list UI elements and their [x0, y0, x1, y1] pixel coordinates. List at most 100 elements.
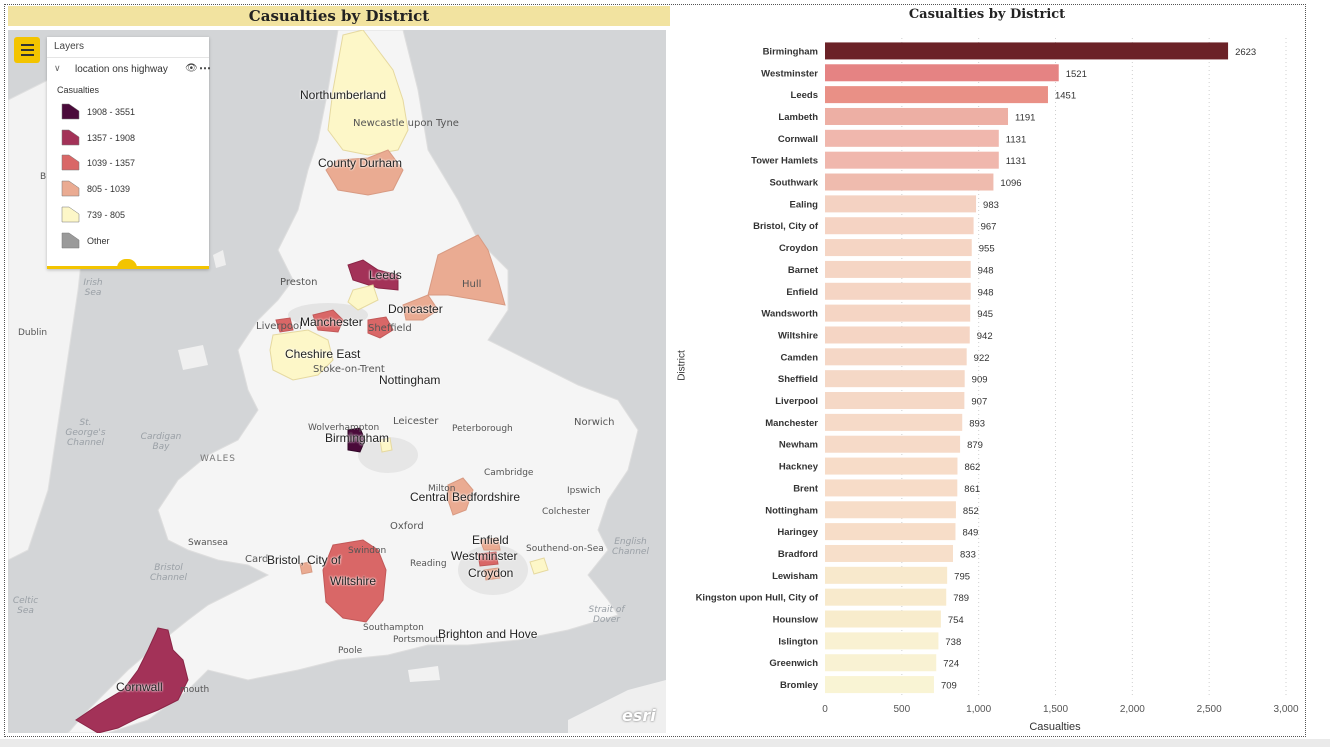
- legend-header: Layers: [47, 37, 209, 58]
- label-leeds: Leeds: [369, 268, 402, 282]
- label-dublin: Dublin: [18, 328, 48, 338]
- more-options-icon[interactable]: ⋯: [199, 61, 211, 75]
- district-southend: [529, 557, 549, 575]
- hamburger-line: [20, 54, 34, 56]
- bottom-strip: [0, 739, 1330, 747]
- label-reading: Reading: [410, 559, 447, 569]
- label-cornwall: Cornwall: [116, 680, 163, 694]
- layers-legend: Layers ∨ location ons highway 👁 ⋯ Casual…: [47, 37, 211, 269]
- label-southampton: Southampton: [363, 623, 424, 633]
- label-brighton: Brighton and Hove: [438, 627, 538, 641]
- legend-layer-name: location ons highway: [75, 64, 168, 75]
- label-croydon: Croydon: [468, 566, 514, 580]
- legend-swatch: [61, 206, 80, 223]
- district-doncaster: [402, 294, 439, 321]
- x-axis-label: Casualties: [1029, 721, 1081, 733]
- label-westminster: Westminster: [451, 549, 518, 563]
- label-peterborough: Peterborough: [452, 424, 513, 434]
- legend-swatch: [61, 155, 80, 171]
- district-bristol: [299, 561, 313, 575]
- legend-item-label: Other: [87, 235, 110, 246]
- label-birmingham: Birmingham: [325, 431, 390, 445]
- district-leeds: [347, 259, 399, 291]
- label-leicester: Leicester: [393, 416, 439, 427]
- label-county-durham: County Durham: [318, 156, 403, 170]
- label-portsmouth: Portsmouth: [393, 635, 445, 645]
- label-wiltshire: Wiltshire: [330, 574, 377, 588]
- district-enfield: [479, 537, 501, 551]
- label-ipswich: Ipswich: [567, 486, 601, 496]
- esri-logo: esri: [622, 706, 656, 725]
- legend-collapse-tab[interactable]: [117, 259, 137, 268]
- label-wolverhampton: Wolverhampton: [308, 423, 380, 433]
- label-celtic-sea: Celtic Sea: [12, 596, 39, 616]
- label-card: Card: [245, 554, 269, 565]
- label-stoke: Stoke-on-Trent: [313, 364, 385, 375]
- label-bristol: Bristol, City of: [267, 553, 342, 567]
- label-colchester: Colchester: [542, 507, 590, 517]
- district-warwick: [379, 437, 393, 453]
- map-title: Casualties by District: [8, 6, 670, 26]
- label-oxford: Oxford: [390, 521, 424, 532]
- map-menu-button[interactable]: [14, 37, 40, 63]
- label-preston: Preston: [280, 277, 318, 288]
- legend-item-label: 1039 - 1357: [87, 158, 136, 169]
- district-central-beds: [447, 477, 474, 516]
- hamburger-line: [20, 49, 34, 51]
- label-wales: WALES: [200, 454, 236, 464]
- label-manchester: Manchester: [300, 315, 363, 329]
- y-axis-label: District: [676, 350, 688, 381]
- legend-item-label: 1908 - 3551: [87, 107, 136, 117]
- label-swindon: Swindon: [348, 546, 387, 556]
- label-cheshire-east: Cheshire East: [285, 347, 361, 361]
- label-b-edge: B: [40, 172, 47, 182]
- label-strait-dover: Strait of Dover: [588, 605, 625, 625]
- label-st-georges: St. George's Channel: [65, 418, 106, 448]
- label-central-beds: Central Bedfordshire: [410, 490, 521, 504]
- district-hull: [427, 234, 506, 306]
- label-hull: Hull: [462, 279, 482, 290]
- label-enfield: Enfield: [472, 533, 509, 547]
- label-cambridge: Cambridge: [484, 468, 534, 478]
- district-sheffield: [367, 316, 394, 339]
- label-nottingham: Nottingham: [379, 373, 441, 387]
- label-cardigan: Cardigan Bay: [140, 432, 182, 452]
- district-birmingham: [347, 427, 366, 453]
- legend-item-label: 805 - 1039: [87, 184, 131, 195]
- label-southend: Southend-on-Sea: [526, 544, 604, 554]
- district-liverpool: [275, 317, 294, 333]
- district-county-durham: [325, 149, 404, 196]
- legend-swatch: [61, 180, 80, 197]
- report-frame: [4, 4, 1306, 737]
- legend-swatch: [61, 232, 80, 248]
- eye-icon[interactable]: 👁: [185, 63, 198, 74]
- chart-title: Casualties by District: [908, 7, 1066, 22]
- district-croydon: [483, 567, 501, 581]
- chevron-down-icon[interactable]: ∨: [54, 63, 61, 73]
- label-bristol-channel: Bristol Channel: [150, 563, 187, 583]
- label-northumberland: Northumberland: [300, 88, 387, 102]
- label-poole: Poole: [338, 646, 363, 656]
- label-milton: Milton: [428, 484, 456, 494]
- label-plymouth: mouth: [180, 685, 210, 695]
- district-wiltshire: [322, 539, 387, 623]
- hamburger-icon: [20, 44, 34, 46]
- district-cornwall: [75, 627, 189, 733]
- label-swansea: Swansea: [188, 538, 229, 548]
- legend-item-label: 739 - 805: [87, 209, 126, 220]
- label-doncaster: Doncaster: [388, 302, 443, 316]
- label-norwich: Norwich: [574, 417, 615, 428]
- legend-swatch: [61, 129, 80, 145]
- label-newcastle: Newcastle upon Tyne: [353, 118, 459, 129]
- district-westminster: [477, 551, 499, 567]
- district-northumberland: [327, 30, 409, 156]
- legend-swatch: [61, 103, 80, 120]
- label-liverpool: Liverpool: [256, 321, 302, 332]
- district-bradford: [347, 284, 379, 311]
- legend-item-label: 1357 - 1908: [87, 132, 136, 143]
- label-irish-sea: Irish Sea: [83, 278, 103, 298]
- district-manchester: [312, 309, 344, 333]
- label-sheffield: Sheffield: [368, 323, 412, 334]
- district-cheshire-east: [269, 329, 334, 381]
- legend-subtitle: Casualties: [57, 85, 100, 95]
